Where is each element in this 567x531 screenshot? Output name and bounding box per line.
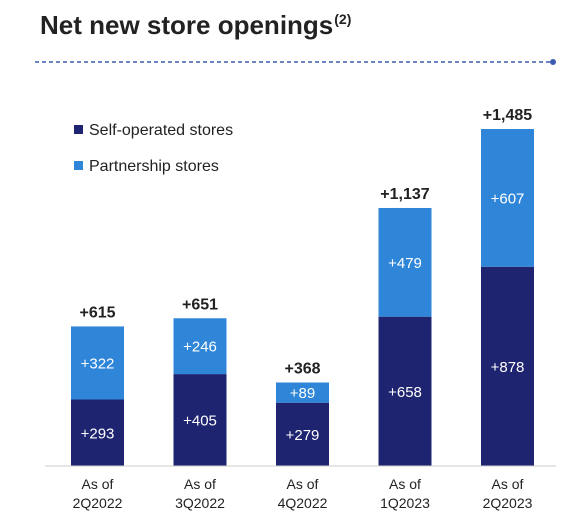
bar-self-operated-1 <box>71 399 124 466</box>
data-label-partnership-1: +322 <box>81 355 115 372</box>
data-label-self-operated-2: +405 <box>183 413 217 430</box>
x-tick-label-2-line-2: 3Q2022 <box>175 495 225 511</box>
bar-partnership-5 <box>481 129 534 267</box>
legend: Self-operated stores Partnership stores <box>74 122 233 175</box>
x-tick-label-4-line-1: As of <box>389 476 421 492</box>
x-tick-label-3-line-1: As of <box>287 476 319 492</box>
chart-title-text: Net new store openings <box>40 10 334 40</box>
legend-label-partnership: Partnership stores <box>89 158 219 175</box>
bar-self-operated-5 <box>481 266 534 466</box>
x-axis-labels: As of 2Q2022 As of 3Q2022 As of 4Q2022 As of 1Q… <box>73 476 533 511</box>
data-label-partnership-4: +479 <box>388 255 422 272</box>
bar-self-operated-2 <box>173 374 227 466</box>
x-tick-label-1-line-2: 2Q2022 <box>73 495 123 511</box>
data-label-self-operated-3: +279 <box>286 427 320 444</box>
title-divider-end-dot <box>550 59 556 65</box>
total-label-3: +368 <box>284 360 320 377</box>
data-label-partnership-5: +607 <box>491 190 525 207</box>
total-label-1: +615 <box>79 304 115 321</box>
legend-swatch-partnership <box>74 161 83 170</box>
x-tick-label-4-line-2: 1Q2023 <box>380 495 430 511</box>
legend-label-self-operated: Self-operated stores <box>89 122 233 139</box>
data-label-partnership-2: +246 <box>183 339 217 356</box>
x-tick-label-5-line-2: 2Q2023 <box>483 495 533 511</box>
total-label-5: +1,485 <box>483 107 532 124</box>
total-label-4: +1,137 <box>380 186 429 203</box>
chart-title-footnote: (2) <box>334 11 352 28</box>
bar-partnership-2 <box>173 318 227 375</box>
x-tick-label-1-line-1: As of <box>82 476 114 492</box>
bar-partnership-1 <box>71 326 124 400</box>
x-tick-label-2-line-1: As of <box>184 476 216 492</box>
data-label-self-operated-4: +658 <box>388 384 422 401</box>
bar-partnership-3 <box>276 382 329 403</box>
data-label-self-operated-1: +293 <box>81 425 115 442</box>
bars-group: +293 +322 +615 +405 +246 +651 +279 +89 +368 +658 +… <box>71 107 534 466</box>
bar-self-operated-4 <box>378 316 432 466</box>
data-label-partnership-3: +89 <box>290 385 315 402</box>
legend-swatch-self-operated <box>74 125 83 134</box>
x-tick-label-3-line-2: 4Q2022 <box>278 495 328 511</box>
total-label-2: +651 <box>182 296 218 313</box>
bar-self-operated-3 <box>276 402 329 466</box>
bar-partnership-4 <box>378 207 432 317</box>
chart-title: Net new store openings(2) <box>40 10 351 41</box>
x-tick-label-5-line-1: As of <box>492 476 524 492</box>
data-label-self-operated-5: +878 <box>491 359 525 376</box>
